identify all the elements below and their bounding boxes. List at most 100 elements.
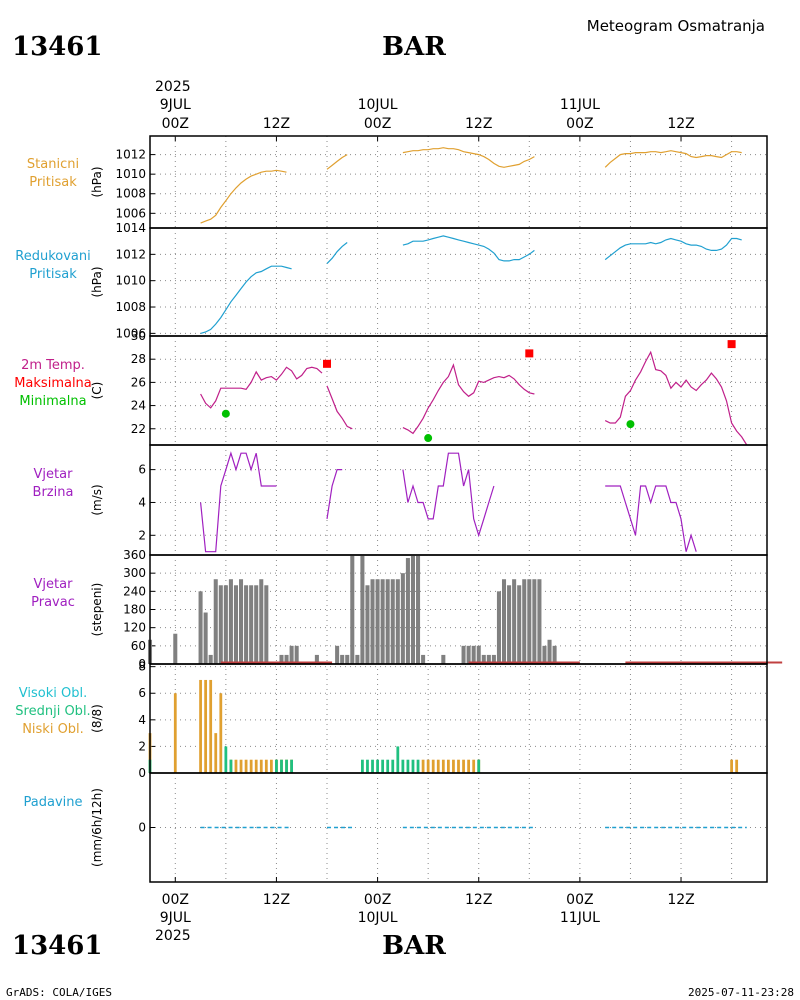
wind-direction-bar [213, 579, 218, 664]
time-axis-bottom: 2025 00Z 12Z 00Z 12Z 00Z 12Z 9JUL 10JUL 11JUL [155, 877, 695, 944]
panel-frame [149, 335, 768, 446]
panel-label: Vjetar [34, 577, 74, 592]
y-tick-label: 1010 [115, 167, 146, 181]
wind-direction-bar [345, 654, 350, 664]
wind-direction-bar [228, 579, 233, 664]
meteogram-subtitle: Meteogram Osmatranja [587, 17, 765, 35]
panel-station_pressure: 1006 1008 1010 1012 (hPa) Stanicni Pritisak [27, 135, 768, 229]
wind-direction-bar [471, 645, 476, 664]
panel-label: Visoki Obl. [19, 686, 87, 701]
panel-label: 2m Temp. [21, 358, 85, 373]
top-day-label: 11JUL [560, 97, 600, 113]
panel-label: Vjetar [34, 467, 74, 482]
wind-direction-bar [532, 579, 537, 664]
y-tick-label: 28 [131, 352, 146, 366]
bottom-hour-label: 00Z [162, 892, 189, 908]
panel-precipitation: 0 (mm/6h/12h) Padavine [24, 772, 768, 883]
wind-direction-bar [395, 579, 400, 664]
wind-direction-bar [239, 579, 244, 664]
panel-label: Pritisak [29, 175, 77, 190]
series-line [326, 154, 348, 170]
wind-direction-bar [441, 654, 446, 664]
panel-frame [149, 444, 768, 556]
top-hour-label: 12Z [667, 116, 694, 132]
station-id-bottom: 13461 [12, 931, 102, 961]
cloud-bar-niski [436, 759, 440, 773]
tmax-marker [525, 349, 534, 358]
y-tick-label: 30 [131, 329, 146, 343]
wind-direction-bar [365, 585, 370, 664]
cloud-bar-srednji [401, 759, 405, 773]
wind-direction-bar [410, 555, 416, 664]
wind-direction-bar [340, 654, 345, 664]
wind-direction-bar [284, 654, 289, 664]
y-tick-label: 6 [138, 686, 146, 700]
wind-direction-bar [335, 645, 340, 664]
wind-direction-bar [542, 645, 547, 664]
cloud-bar-srednji [224, 746, 228, 773]
tmax-marker [727, 340, 736, 349]
panel-label: Stanicni [27, 157, 79, 172]
cloud-bar-srednji [290, 759, 293, 773]
y-tick-label: 0 [138, 766, 146, 780]
wind-direction-bar [370, 579, 375, 664]
top-hour-label: 12Z [465, 116, 492, 132]
top-hour-label: 12Z [263, 116, 290, 132]
panel-cloud_cover: 0 2 4 6 8 (8/8)Visoki Obl. Srednji Obl. Niski O… [15, 660, 768, 780]
y-tick-label: 2 [138, 739, 146, 753]
wind-direction-bar [552, 645, 557, 664]
bottom-hour-label: 00Z [364, 892, 391, 908]
y-tick-label: 24 [131, 399, 146, 413]
wind-direction-bar [264, 585, 269, 664]
wind-direction-bar [512, 579, 517, 664]
cloud-bar-srednji [280, 759, 283, 773]
wind-direction-bar [249, 585, 254, 664]
panel-frame [149, 663, 768, 774]
panel-label: Padavine [24, 795, 83, 810]
y-tick-label: 26 [131, 375, 146, 389]
panel-label: Niski Obl. [22, 722, 84, 737]
cloud-bar-niski [441, 759, 445, 773]
wind-direction-bar [294, 645, 299, 664]
unit-label: (8/8) [90, 704, 104, 733]
series-line [402, 147, 535, 168]
unit-label: (stepeni) [90, 583, 104, 637]
wind-direction-bar [476, 645, 481, 664]
wind-direction-bar [244, 585, 249, 664]
wind-direction-bar [350, 555, 355, 664]
cloud-bar-srednji [275, 759, 278, 773]
wind-direction-bar [380, 579, 385, 664]
wind-direction-bar [208, 654, 213, 664]
cloud-bar-niski [452, 759, 455, 773]
top-hour-label: 00Z [566, 116, 593, 132]
wind-direction-bar [314, 654, 319, 664]
unit-label: (m/s) [90, 484, 104, 515]
y-tick-label: 2 [138, 528, 146, 542]
panels: 1006100810101012(hPa)StanicniPritisak100… [14, 135, 783, 883]
cloud-bar-srednji [366, 759, 369, 773]
tmin-marker [424, 434, 433, 443]
panel-label: Redukovani [15, 249, 90, 264]
bottom-day-label: 9JUL [160, 910, 191, 926]
wind-direction-bar [517, 585, 522, 664]
cloud-bar-srednji [391, 759, 395, 773]
series-line [605, 485, 697, 552]
unit-label: (hPa) [90, 166, 104, 197]
unit-label: (hPa) [90, 266, 104, 297]
wind-direction-bar [259, 579, 264, 664]
cloud-bar-srednji [376, 759, 379, 773]
y-tick-label: 22 [131, 422, 146, 436]
wind-direction-bar [507, 585, 512, 664]
wind-direction-bar [461, 645, 466, 664]
y-tick-label: 1014 [115, 221, 146, 235]
y-tick-label: 1008 [115, 300, 146, 314]
cloud-bar-niski [467, 759, 471, 773]
cloud-bar-niski [735, 759, 739, 773]
y-tick-label: 1012 [115, 247, 146, 261]
cloud-bar-niski [269, 759, 273, 773]
top-hour-label: 00Z [162, 116, 189, 132]
wind-direction-bar [481, 654, 486, 664]
series-line [200, 451, 277, 553]
cloud-bar-niski [214, 733, 218, 773]
wind-direction-bar [355, 654, 360, 664]
